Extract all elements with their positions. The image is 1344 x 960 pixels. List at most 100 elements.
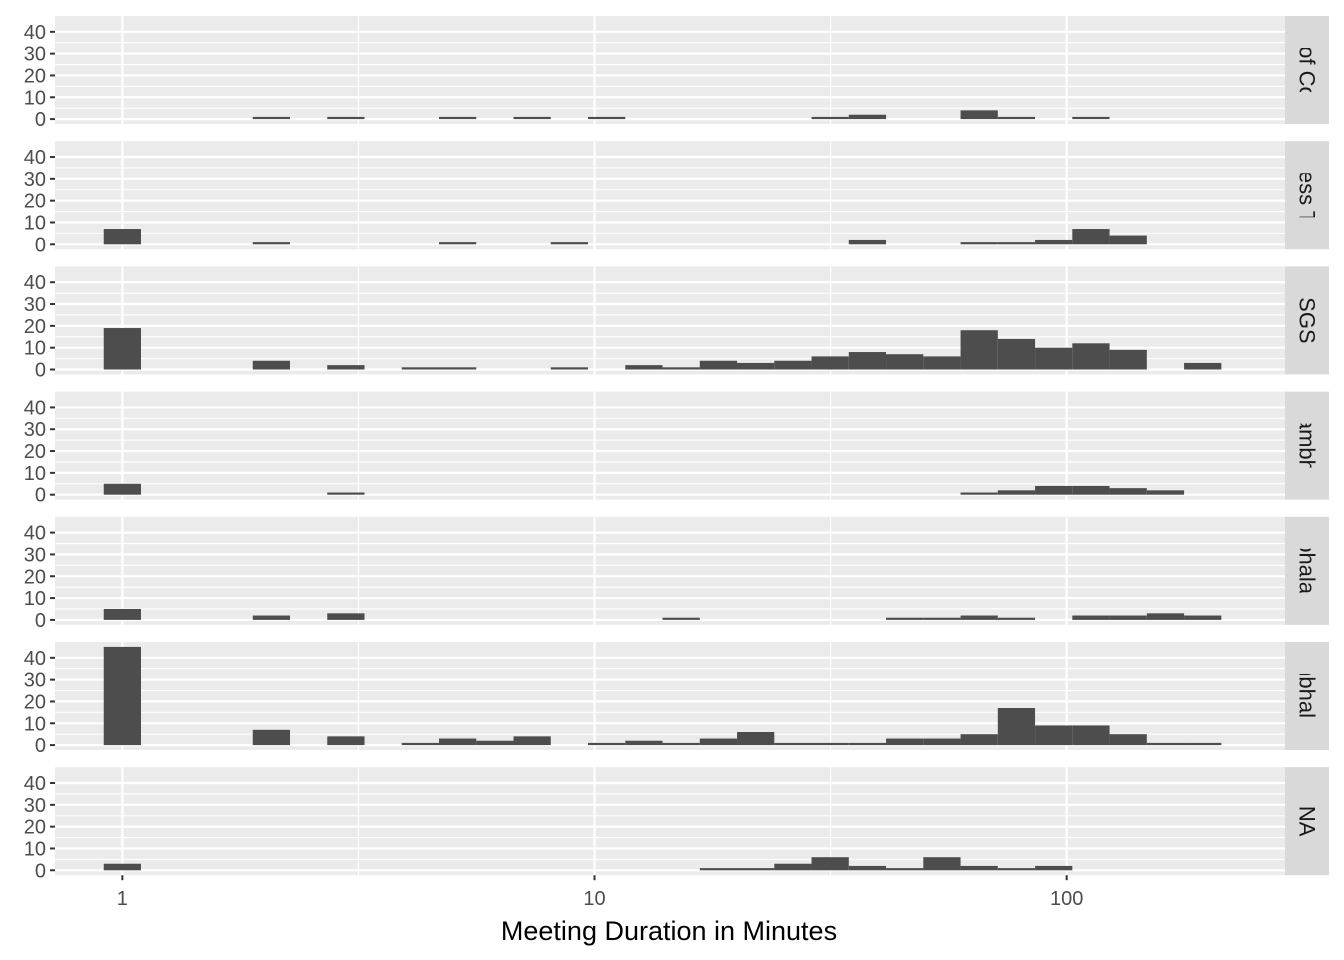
histogram-bar bbox=[774, 742, 812, 746]
histogram-bar bbox=[401, 742, 440, 746]
facet-strip bbox=[1285, 16, 1329, 124]
histogram-bar bbox=[1072, 343, 1110, 370]
histogram-bar bbox=[252, 242, 291, 245]
y-tick-label: 0 bbox=[35, 359, 46, 381]
histogram-bar bbox=[886, 868, 924, 871]
histogram-bar bbox=[848, 742, 887, 746]
histogram-bar bbox=[960, 865, 998, 871]
histogram-bar bbox=[737, 362, 775, 370]
histogram-bar bbox=[103, 608, 141, 620]
histogram-bar bbox=[439, 367, 477, 370]
histogram-bar bbox=[476, 740, 514, 746]
y-tick-label: 0 bbox=[35, 109, 46, 131]
histogram-bar bbox=[252, 615, 291, 620]
histogram-bar bbox=[401, 367, 440, 370]
y-tick-label: 10 bbox=[24, 338, 46, 360]
y-tick-label: 0 bbox=[35, 735, 46, 757]
histogram-bar bbox=[1184, 742, 1222, 746]
facet-strip bbox=[1285, 391, 1329, 500]
histogram-bar bbox=[252, 729, 291, 746]
facet-strip-label: Shambhala bbox=[1295, 390, 1320, 502]
x-axis: 1 10 100 bbox=[117, 875, 1083, 910]
histogram-bar bbox=[327, 365, 365, 370]
facet-strip bbox=[1285, 141, 1329, 250]
y-tick-label: 40 bbox=[24, 397, 46, 419]
histogram-bar bbox=[774, 360, 812, 370]
y-tick-label: 30 bbox=[24, 544, 46, 566]
histogram-bar bbox=[1072, 229, 1110, 245]
facet-strip bbox=[1285, 642, 1329, 750]
y-tick-label: 30 bbox=[24, 44, 46, 66]
histogram-bar bbox=[252, 360, 291, 370]
histogram-bar bbox=[1035, 347, 1073, 370]
histogram-bar bbox=[997, 490, 1036, 495]
histogram-bar bbox=[662, 367, 700, 370]
y-tick-label: 40 bbox=[24, 147, 46, 169]
histogram-bar bbox=[327, 116, 365, 120]
y-tick-label: 40 bbox=[24, 648, 46, 670]
y-tick-label: 0 bbox=[35, 610, 46, 632]
y-tick-label: 0 bbox=[35, 485, 46, 507]
panel-background bbox=[55, 16, 1285, 124]
histogram-bar bbox=[1184, 362, 1222, 370]
y-tick-label: 40 bbox=[24, 523, 46, 545]
histogram-bar bbox=[662, 617, 700, 620]
histogram-bar bbox=[923, 356, 961, 370]
histogram-bar bbox=[811, 857, 849, 871]
histogram-bar bbox=[1184, 615, 1222, 620]
y-tick-label: 20 bbox=[24, 65, 46, 87]
histogram-bar bbox=[699, 868, 738, 871]
histogram-bar bbox=[960, 734, 998, 746]
histogram-bar bbox=[960, 330, 998, 370]
y-tick-label: 30 bbox=[24, 670, 46, 692]
histogram-bar bbox=[848, 352, 887, 370]
histogram-bar bbox=[960, 242, 998, 245]
panel-background bbox=[55, 391, 1285, 500]
y-tick-label: 10 bbox=[24, 588, 46, 610]
histogram-bar bbox=[997, 338, 1036, 370]
histogram-bar bbox=[997, 617, 1036, 620]
histogram-bar bbox=[103, 863, 141, 871]
histogram-bar bbox=[1109, 235, 1147, 245]
histogram-bar bbox=[1109, 349, 1147, 370]
facet-strip bbox=[1285, 767, 1329, 876]
y-tick-label: 0 bbox=[35, 234, 46, 256]
y-tick-label: 30 bbox=[24, 419, 46, 441]
histogram-bar bbox=[774, 863, 812, 871]
histogram-bar bbox=[699, 738, 738, 746]
y-tick-label: 10 bbox=[24, 713, 46, 735]
histogram-bar bbox=[923, 617, 961, 620]
histogram-bar bbox=[1146, 490, 1185, 495]
histogram-bar bbox=[103, 229, 141, 245]
y-tick-label: 10 bbox=[24, 838, 46, 860]
y-tick-label: 20 bbox=[24, 817, 46, 839]
panel-background bbox=[55, 767, 1285, 876]
panel-background bbox=[55, 516, 1285, 625]
histogram-bar bbox=[886, 617, 924, 620]
facet-strip-label: Process Team bbox=[1295, 126, 1320, 265]
histogram-bar bbox=[1146, 613, 1185, 620]
y-tick-label: 40 bbox=[24, 22, 46, 44]
facet-strip bbox=[1285, 516, 1329, 625]
histogram-bar bbox=[1072, 725, 1110, 746]
histogram-bar bbox=[550, 242, 589, 245]
histogram-bar bbox=[737, 732, 775, 746]
histogram-bar bbox=[997, 242, 1036, 245]
y-tick-label: 10 bbox=[24, 212, 46, 234]
y-tick-label: 30 bbox=[24, 294, 46, 316]
histogram-bar bbox=[1109, 615, 1147, 620]
histogram-bar bbox=[1035, 725, 1073, 746]
histogram-bar bbox=[848, 239, 887, 245]
y-tick-label: 20 bbox=[24, 566, 46, 588]
facet-strip-label: SGS bbox=[1295, 297, 1320, 343]
histogram-bar bbox=[1146, 742, 1185, 746]
histogram-bar bbox=[252, 116, 291, 120]
histogram-bar bbox=[588, 116, 626, 120]
histogram-bar bbox=[1109, 488, 1147, 495]
histogram-bar bbox=[1072, 116, 1110, 120]
